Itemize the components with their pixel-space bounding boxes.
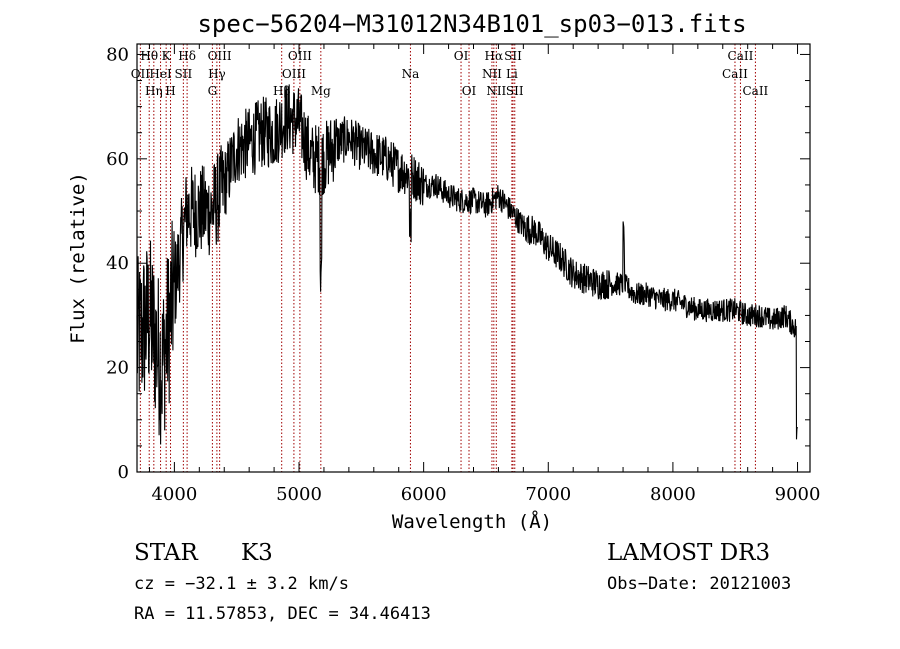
spectral-line-label: NII — [486, 84, 506, 98]
spectrum-line — [136, 84, 798, 445]
y-tick-label: 40 — [106, 253, 129, 274]
spectral-line-label: Li — [506, 67, 518, 81]
coordinates: RA = 11.57853, DEC = 34.46413 — [134, 604, 431, 624]
spectral-line-label: Hδ — [178, 49, 196, 63]
object-class: STAR — [134, 540, 198, 566]
spectral-line-markers — [139, 44, 756, 472]
spectral-line-label: SII — [175, 67, 193, 81]
redshift-value: cz = −32.1 ± 3.2 km/s — [134, 574, 349, 594]
x-tick-label: 8000 — [650, 484, 696, 505]
spectral-line-label: SII — [504, 49, 522, 63]
spectral-line-label: OIII — [208, 49, 232, 63]
observation-date: Obs−Date: 20121003 — [607, 574, 791, 594]
y-tick-label: 20 — [106, 358, 129, 379]
x-tick-label: 4000 — [151, 484, 197, 505]
spectral-line-label: CaII — [742, 84, 768, 98]
x-tick-label: 9000 — [775, 484, 821, 505]
spectral-line-label: OIII — [282, 67, 306, 81]
x-tick-label: 7000 — [525, 484, 571, 505]
y-tick-label: 80 — [106, 44, 129, 65]
spectral-line-label: G — [208, 84, 218, 98]
x-axis-label: Wavelength (Å) — [392, 510, 552, 533]
chart-title: spec−56204−M31012N34B101_sp03−013.fits — [197, 10, 746, 38]
spectral-line-label: NII — [482, 67, 502, 81]
spectral-line-label: H — [165, 84, 175, 98]
x-tick-label: 5000 — [276, 484, 322, 505]
y-axis-label: Flux (relative) — [67, 172, 89, 344]
spectral-line-label: CaII — [728, 49, 754, 63]
spectral-line-label: Hγ — [208, 67, 226, 81]
spectrum-series — [136, 84, 798, 445]
spectral-line-label: SII — [506, 84, 524, 98]
survey-name: LAMOST DR3 — [607, 540, 770, 566]
y-tick-label: 0 — [118, 462, 129, 483]
x-tick-label: 6000 — [401, 484, 447, 505]
spectral-line-label: OI — [462, 84, 477, 98]
y-tick-label: 60 — [106, 149, 129, 170]
spectral-line-label: HeI — [149, 67, 172, 81]
spectral-line-label: Na — [402, 67, 420, 81]
plot-axes: 4000 5000 6000 7000 8000 9000 0 20 40 60 80 — [106, 43, 821, 505]
spectral-line-label: Hη — [145, 84, 163, 98]
spectral-line-label: Hθ — [140, 49, 158, 63]
spectral-line-label: OII — [131, 67, 151, 81]
spectral-line-label: Mg — [311, 84, 331, 98]
spectral-line-label: OIII — [288, 49, 312, 63]
spectral-line-label: CaII — [722, 67, 748, 81]
spectral-line-labels: OIIHθHηHeIKHSIIHδGHγOIIIHβOIIIOIIIMgNaOI… — [131, 49, 769, 98]
object-subclass: K3 — [241, 540, 273, 566]
spectral-line-label: Hα — [485, 49, 504, 63]
spectral-line-label: K — [162, 49, 172, 63]
spectral-line-label: OI — [454, 49, 469, 63]
